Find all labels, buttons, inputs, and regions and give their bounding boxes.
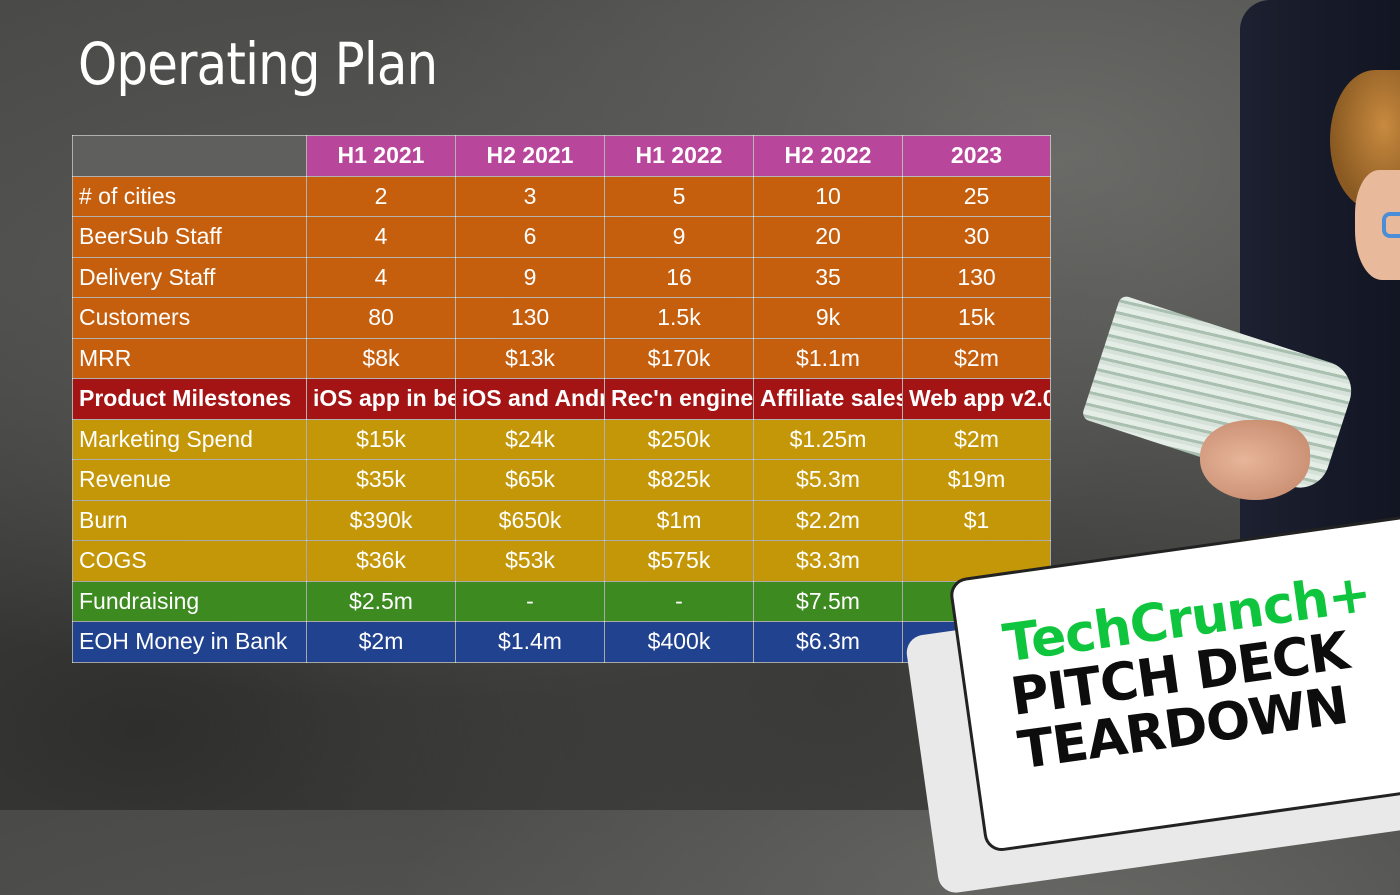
table-cell: $53k [455, 540, 605, 582]
column-header: H1 2021 [306, 135, 456, 177]
table-cell: $825k [604, 459, 754, 501]
table-cell: Affiliate sales engine [753, 378, 903, 420]
table-cell: $13k [455, 337, 605, 379]
table-cell: $400k [604, 621, 754, 663]
table-cell: 16 [604, 256, 754, 298]
table-row-eoh-money: EOH Money in Bank $2m $1.4m $400k $6.3m [72, 621, 1051, 663]
table-cell: $390k [306, 499, 456, 541]
table-cell: $1.4m [455, 621, 605, 663]
table-row-delivery-staff: Delivery Staff 4 9 16 35 130 [72, 256, 1051, 298]
table-cell: $3.3m [753, 540, 903, 582]
slide-title: Operating Plan [78, 30, 438, 98]
table-cell: $5.3m [753, 459, 903, 501]
row-label: COGS [72, 540, 307, 582]
row-label: Fundraising [72, 580, 307, 622]
table-cell: 9k [753, 297, 903, 339]
table-row-mrr: MRR $8k $13k $170k $1.1m $2m [72, 337, 1051, 379]
table-row-customers: Customers 80 130 1.5k 9k 15k [72, 297, 1051, 339]
table-cell: Rec'n engine live [604, 378, 754, 420]
table-cell: 6 [455, 216, 605, 258]
table-cell: $250k [604, 418, 754, 460]
row-label: Marketing Spend [72, 418, 307, 460]
table-cell: $24k [455, 418, 605, 460]
table-cell: $19m [902, 459, 1051, 501]
table-cell: $2m [902, 418, 1051, 460]
table-row-cities: # of cities 2 3 5 10 25 [72, 175, 1051, 217]
row-label: Revenue [72, 459, 307, 501]
table-cell: 4 [306, 216, 456, 258]
table-row-burn: Burn $390k $650k $1m $2.2m $1 [72, 499, 1051, 541]
row-label: BeerSub Staff [72, 216, 307, 258]
table-cell: $2.5m [306, 580, 456, 622]
table-cell: - [604, 580, 754, 622]
table-cell: $575k [604, 540, 754, 582]
row-label: # of cities [72, 175, 307, 217]
table-cell: $8k [306, 337, 456, 379]
row-label: Burn [72, 499, 307, 541]
table-cell: $1.25m [753, 418, 903, 460]
table-cell: $65k [455, 459, 605, 501]
table-cell: $7.5m [753, 580, 903, 622]
column-header: H1 2022 [604, 135, 754, 177]
table-cell: $2m [902, 337, 1051, 379]
table-cell: iOS and Android app Live [455, 378, 605, 420]
table-row-fundraising: Fundraising $2.5m - - $7.5m [72, 580, 1051, 622]
table-cell: $650k [455, 499, 605, 541]
column-header: H2 2022 [753, 135, 903, 177]
table-cell: $6.3m [753, 621, 903, 663]
table-cell: iOS app in beta [306, 378, 456, 420]
table-row-beersub-staff: BeerSub Staff 4 6 9 20 30 [72, 216, 1051, 258]
table-cell: 4 [306, 256, 456, 298]
table-cell: $1m [604, 499, 754, 541]
table-row-revenue: Revenue $35k $65k $825k $5.3m $19m [72, 459, 1051, 501]
table-cell: $36k [306, 540, 456, 582]
table-cell: 1.5k [604, 297, 754, 339]
table-row-product-milestones: Product Milestones iOS app in beta iOS a… [72, 378, 1051, 420]
table-cell: 9 [455, 256, 605, 298]
table-cell: - [455, 580, 605, 622]
table-cell: $1.1m [753, 337, 903, 379]
table-row-marketing-spend: Marketing Spend $15k $24k $250k $1.25m $… [72, 418, 1051, 460]
table-cell: $2.2m [753, 499, 903, 541]
row-label: Customers [72, 297, 307, 339]
face-image [1355, 170, 1400, 280]
row-label: Delivery Staff [72, 256, 307, 298]
table-cell: 25 [902, 175, 1051, 217]
header-corner-cell [72, 135, 307, 177]
hand-image [1200, 420, 1310, 500]
column-header: H2 2021 [455, 135, 605, 177]
table-cell: 130 [902, 256, 1051, 298]
table-cell: $170k [604, 337, 754, 379]
table-cell: $15k [306, 418, 456, 460]
table-cell: 9 [604, 216, 754, 258]
table-cell: 5 [604, 175, 754, 217]
table-cell: 2 [306, 175, 456, 217]
table-cell: $1 [902, 499, 1051, 541]
table-cell: 15k [902, 297, 1051, 339]
row-label: EOH Money in Bank [72, 621, 307, 663]
table-cell: 130 [455, 297, 605, 339]
operating-plan-table: H1 2021 H2 2021 H1 2022 H2 2022 2023 # o… [72, 135, 1051, 663]
table-cell: 3 [455, 175, 605, 217]
table-cell: 20 [753, 216, 903, 258]
table-cell: $35k [306, 459, 456, 501]
column-header: 2023 [902, 135, 1051, 177]
table-row-cogs: COGS $36k $53k $575k $3.3m [72, 540, 1051, 582]
glasses-image [1382, 212, 1400, 238]
table-cell [902, 540, 1051, 582]
row-label: Product Milestones [72, 378, 307, 420]
table-cell: 10 [753, 175, 903, 217]
row-label: MRR [72, 337, 307, 379]
table-cell: $2m [306, 621, 456, 663]
table-cell: 80 [306, 297, 456, 339]
table-header-row: H1 2021 H2 2021 H1 2022 H2 2022 2023 [72, 135, 1051, 177]
table-cell: 30 [902, 216, 1051, 258]
table-cell: 35 [753, 256, 903, 298]
table-cell: Web app v2.0 live [902, 378, 1051, 420]
